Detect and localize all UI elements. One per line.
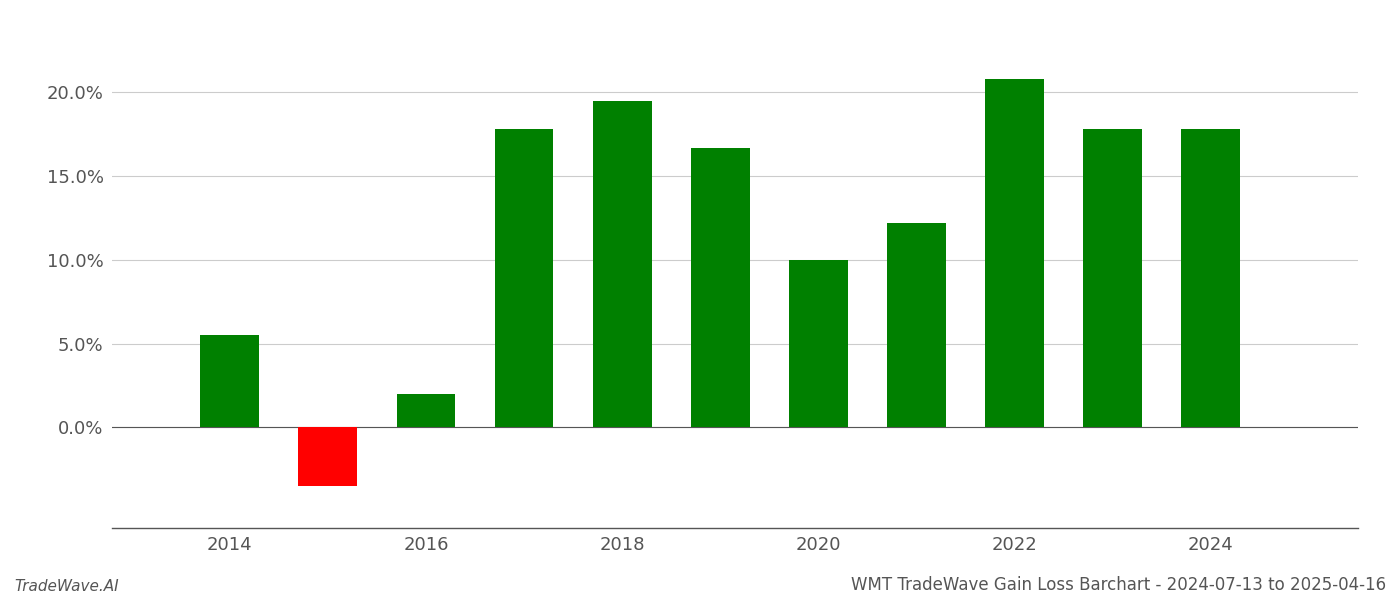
Text: WMT TradeWave Gain Loss Barchart - 2024-07-13 to 2025-04-16: WMT TradeWave Gain Loss Barchart - 2024-… [851,576,1386,594]
Text: TradeWave.AI: TradeWave.AI [14,579,119,594]
Bar [200,335,259,427]
Bar [396,394,455,427]
Bar [494,129,553,427]
Bar [690,148,750,427]
Bar [888,223,946,427]
Bar [1084,129,1142,427]
Bar [592,101,651,427]
Bar [1182,129,1240,427]
Bar [790,260,848,427]
Bar [298,427,357,486]
Bar [986,79,1044,427]
